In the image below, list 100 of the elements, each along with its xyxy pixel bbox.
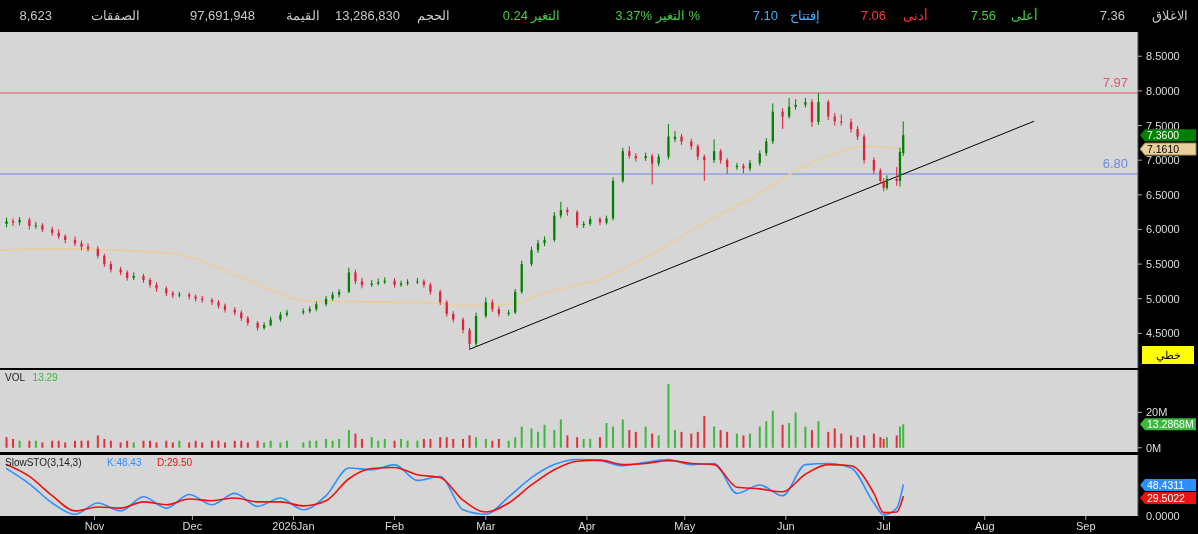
y-tick-label: 8.0000 (1146, 84, 1180, 97)
bar (233, 440, 236, 448)
bar (439, 437, 442, 448)
bar (462, 438, 465, 448)
text: أدنى (903, 7, 928, 23)
y-tick-label: 7.0000 (1146, 154, 1180, 167)
bar (598, 437, 601, 448)
x-tick-label: Apr (578, 520, 596, 532)
x-tick-label: Aug (974, 520, 995, 532)
candlestick (148, 277, 152, 289)
candlestick (787, 97, 791, 120)
text: التغير % (654, 8, 701, 24)
text: K:48.43 (107, 457, 142, 468)
text: إفتتاح (790, 8, 820, 24)
y-tick-label: 0M (1146, 441, 1162, 454)
bar (817, 421, 820, 448)
bar (18, 440, 21, 448)
bar (634, 431, 637, 448)
price-tag: 7.1610 (1139, 142, 1197, 156)
bar (377, 440, 380, 448)
text: الاغلاق (1152, 8, 1188, 23)
bar (360, 438, 363, 448)
x-tick-label: Sep (1076, 520, 1096, 532)
bar (109, 440, 112, 448)
bar (553, 430, 556, 448)
bar (422, 438, 425, 448)
bar (484, 438, 487, 448)
x-tick-label: Feb (385, 520, 405, 532)
bar (810, 430, 813, 448)
bar (171, 442, 174, 448)
bar (308, 440, 311, 448)
bar (165, 440, 168, 448)
bar (315, 440, 318, 448)
candlestick (794, 98, 797, 111)
bar (514, 437, 517, 448)
text: الصفقات (91, 8, 140, 23)
text: الحجم (417, 8, 450, 24)
bar (302, 442, 305, 448)
bar (429, 438, 432, 448)
bar (589, 438, 592, 448)
bar (468, 435, 471, 448)
y-tick-label: 7.5000 (1146, 119, 1180, 132)
x-tick-label: 2026Jan (272, 520, 315, 532)
candlestick (667, 123, 670, 160)
candlestick (360, 277, 364, 289)
bar (383, 438, 386, 448)
text: القيمة (286, 8, 320, 23)
bar (155, 442, 158, 448)
bar (263, 442, 266, 448)
candlestick (347, 267, 351, 294)
candlestick (781, 107, 784, 130)
bar (898, 426, 901, 448)
candlestick (11, 217, 15, 227)
bar (87, 440, 90, 448)
y-tick-label: 6.5000 (1146, 188, 1180, 201)
bar (347, 430, 350, 448)
annotation: 13.29 (32, 372, 59, 383)
bar (582, 438, 585, 448)
bar (644, 426, 647, 448)
candlestick (399, 280, 403, 288)
bar (788, 423, 791, 448)
bar (497, 438, 500, 448)
candlestick (468, 327, 471, 350)
bar (742, 435, 745, 448)
bar (393, 440, 396, 448)
candlestick (817, 92, 820, 126)
bar (537, 431, 540, 448)
bar (400, 438, 403, 448)
bar (354, 433, 357, 448)
text: 3.37% (615, 8, 653, 23)
bar (719, 430, 722, 448)
y-tick-label: 4.5000 (1146, 327, 1180, 340)
bar (269, 440, 272, 448)
candlestick (598, 216, 602, 226)
text: 7.36 (1099, 8, 1125, 23)
bar (178, 440, 181, 448)
y-tick-label: 5.0000 (1146, 292, 1180, 305)
candlestick (530, 246, 533, 267)
chart-title: VOL (5, 372, 26, 383)
bar (833, 428, 836, 448)
bar (74, 440, 76, 448)
bar (879, 437, 882, 448)
candlestick (34, 221, 38, 230)
bar (217, 440, 220, 448)
bar (475, 437, 478, 448)
text: 97,691,948 (189, 8, 255, 23)
bar (856, 437, 859, 448)
bar (605, 423, 608, 448)
bar (576, 437, 579, 448)
ref-line-label: 6.80 (1102, 156, 1128, 172)
bar (543, 424, 546, 448)
text: 7.10 (752, 8, 778, 23)
bar (507, 440, 510, 448)
bar (64, 442, 67, 448)
text: 0.24 (502, 8, 528, 23)
x-tick-label: Jul (876, 520, 891, 532)
bar (621, 419, 624, 448)
text: 7.06 (860, 8, 886, 23)
bar (406, 440, 409, 448)
candlestick (497, 305, 501, 318)
